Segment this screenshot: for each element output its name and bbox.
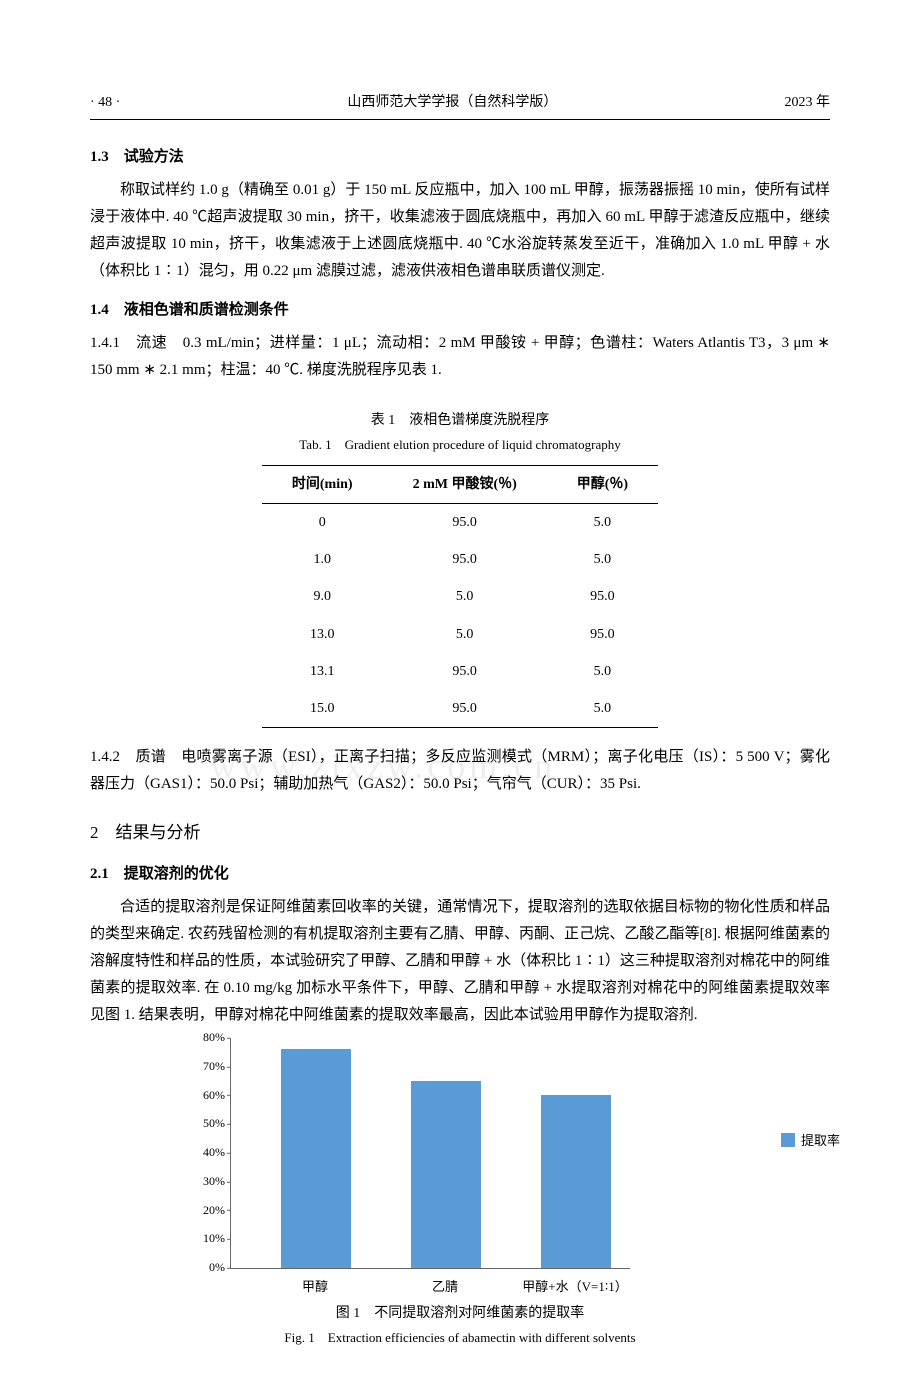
x-axis-label: 甲醇+水（V=1∶1）	[522, 1275, 627, 1298]
table-row: 13.195.05.0	[262, 653, 658, 690]
year: 2023 年	[785, 90, 831, 115]
table-row: 095.05.0	[262, 503, 658, 541]
table-1-caption-cn: 表 1 液相色谱梯度洗脱程序	[90, 408, 830, 433]
table-row: 9.05.095.0	[262, 578, 658, 615]
table-cell: 95.0	[383, 653, 547, 690]
journal-name: 山西师范大学学报（自然科学版）	[120, 90, 784, 115]
table-cell: 95.0	[547, 616, 658, 653]
table-col-2: 甲醇(％)	[547, 465, 658, 503]
page-header: · 48 · 山西师范大学学报（自然科学版） 2023 年	[90, 90, 830, 120]
table-cell: 5.0	[547, 690, 658, 728]
table-cell: 15.0	[262, 690, 383, 728]
table-cell: 1.0	[262, 541, 383, 578]
y-axis-tick: 10%	[185, 1228, 225, 1250]
section-2-1-body: 合适的提取溶剂是保证阿维菌素回收率的关键，通常情况下，提取溶剂的选取依据目标物的…	[90, 894, 830, 1029]
table-col-0: 时间(min)	[262, 465, 383, 503]
x-axis-label: 甲醇	[302, 1275, 328, 1298]
section-1-3-title: 1.3 试验方法	[90, 144, 830, 171]
table-cell: 5.0	[383, 578, 547, 615]
table-cell: 5.0	[547, 541, 658, 578]
table-cell: 9.0	[262, 578, 383, 615]
table-cell: 5.0	[383, 616, 547, 653]
chart-bar	[541, 1095, 611, 1268]
figure-1-caption-cn: 图 1 不同提取溶剂对阿维菌素的提取率	[90, 1301, 830, 1326]
table-cell: 95.0	[383, 541, 547, 578]
section-1-4-title: 1.4 液相色谱和质谱检测条件	[90, 297, 830, 324]
section-1-4-1-body: 1.4.1 流速 0.3 mL/min；进样量：1 μL；流动相：2 mM 甲酸…	[90, 330, 830, 384]
table-cell: 95.0	[383, 503, 547, 541]
table-row: 15.095.05.0	[262, 690, 658, 728]
chart-bar	[281, 1049, 351, 1268]
figure-1-caption-en: Fig. 1 Extraction efficiencies of abamec…	[90, 1326, 830, 1349]
legend-color-box	[781, 1133, 795, 1147]
section-2-title: 2 结果与分析	[90, 818, 830, 849]
legend-label: 提取率	[801, 1129, 840, 1152]
table-cell: 5.0	[547, 503, 658, 541]
section-1-4-2-body: 1.4.2 质谱 电喷雾离子源（ESI），正离子扫描；多反应监测模式（MRM）；…	[90, 744, 830, 798]
y-axis-tick: 0%	[185, 1257, 225, 1279]
y-axis-tick: 70%	[185, 1056, 225, 1078]
table-cell: 0	[262, 503, 383, 541]
y-axis-tick: 40%	[185, 1142, 225, 1164]
chart-legend: 提取率	[781, 1129, 840, 1152]
y-axis-tick: 20%	[185, 1199, 225, 1221]
y-axis-tick: 60%	[185, 1084, 225, 1106]
section-1-3-body: 称取试样约 1.0 g（精确至 0.01 g）于 150 mL 反应瓶中，加入 …	[90, 177, 830, 285]
x-axis-label: 乙腈	[432, 1275, 458, 1298]
table-1-caption-en: Tab. 1 Gradient elution procedure of liq…	[90, 433, 830, 456]
table-header-row: 时间(min) 2 mM 甲酸铵(％) 甲醇(％)	[262, 465, 658, 503]
figure-1-chart: 0%10%20%30%40%50%60%70%80% 提取率 甲醇乙腈甲醇+水（…	[180, 1039, 740, 1269]
table-cell: 95.0	[383, 690, 547, 728]
y-axis-tick: 50%	[185, 1113, 225, 1135]
table-row: 13.05.095.0	[262, 616, 658, 653]
table-cell: 13.1	[262, 653, 383, 690]
table-1: 时间(min) 2 mM 甲酸铵(％) 甲醇(％) 095.05.01.095.…	[262, 465, 658, 728]
chart-bar	[411, 1081, 481, 1268]
section-2-1-title: 2.1 提取溶剂的优化	[90, 861, 830, 888]
table-cell: 95.0	[547, 578, 658, 615]
page-number: · 48 ·	[90, 90, 120, 115]
table-cell: 13.0	[262, 616, 383, 653]
y-axis-tick: 80%	[185, 1027, 225, 1049]
table-cell: 5.0	[547, 653, 658, 690]
table-row: 1.095.05.0	[262, 541, 658, 578]
y-axis-tick: 30%	[185, 1171, 225, 1193]
table-col-1: 2 mM 甲酸铵(％)	[383, 465, 547, 503]
